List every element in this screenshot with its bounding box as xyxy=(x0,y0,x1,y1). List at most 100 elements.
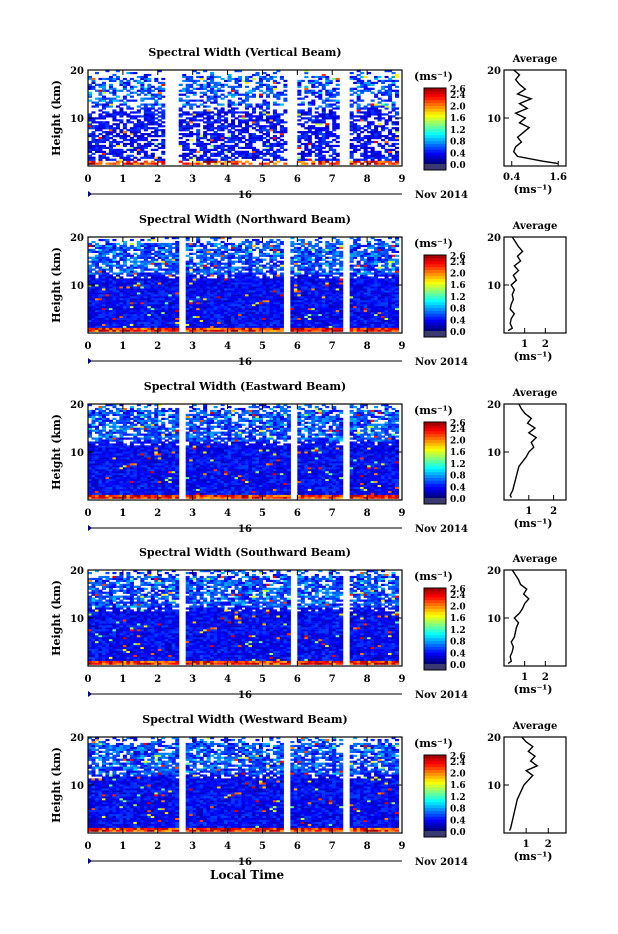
heatmap-cell xyxy=(193,149,197,151)
heatmap-cell xyxy=(259,302,263,304)
heatmap-cell xyxy=(374,302,378,304)
heatmap-cell xyxy=(262,137,266,139)
heatmap-cell xyxy=(262,84,266,86)
heatmap-cell xyxy=(248,115,252,117)
heatmap-cell xyxy=(385,290,389,292)
heatmap-cell xyxy=(332,90,336,92)
heatmap-cell xyxy=(290,269,294,271)
heatmap-cell xyxy=(231,78,235,80)
heatmap-cell xyxy=(329,312,333,314)
heatmap-cell xyxy=(112,328,116,330)
heatmap-cell xyxy=(378,113,382,115)
heatmap-cell xyxy=(231,278,235,280)
heatmap-cell xyxy=(140,90,144,92)
heatmap-cell xyxy=(259,304,263,306)
heatmap-cell xyxy=(214,284,218,286)
heatmap-cell xyxy=(360,318,364,320)
heatmap-cell xyxy=(231,270,235,272)
heatmap-cell xyxy=(381,155,385,157)
heatmap-cell xyxy=(119,269,123,271)
heatmap-cell xyxy=(137,105,141,107)
heatmap-cell xyxy=(273,330,277,332)
heatmap-cell xyxy=(301,278,305,280)
heatmap-cell xyxy=(297,90,301,92)
heatmap-cell xyxy=(332,153,336,155)
heatmap-cell xyxy=(221,298,225,300)
heatmap-cell xyxy=(109,113,113,115)
heatmap-cell xyxy=(91,280,95,282)
heatmap-cell xyxy=(339,269,343,271)
heatmap-cell xyxy=(214,82,218,84)
heatmap-cell xyxy=(262,127,266,129)
heatmap-cell xyxy=(259,269,263,271)
heatmap-cell xyxy=(350,117,354,119)
heatmap-cell xyxy=(102,127,106,129)
heatmap-cell xyxy=(203,117,207,119)
heatmap-cell xyxy=(388,306,392,308)
heatmap-cell xyxy=(329,318,333,320)
heatmap-cell xyxy=(95,263,99,265)
heatmap-cell xyxy=(137,267,141,269)
heatmap-cell xyxy=(144,133,148,135)
heatmap-cell xyxy=(133,288,137,290)
heatmap-cell xyxy=(318,113,322,115)
heatmap-cell xyxy=(102,125,106,127)
heatmap-cell xyxy=(378,290,382,292)
heatmap-cell xyxy=(158,330,162,332)
heatmap-cell xyxy=(332,121,336,123)
heatmap-cell xyxy=(360,278,364,280)
heatmap-cell xyxy=(231,111,235,113)
heatmap-cell xyxy=(392,318,396,320)
heatmap-cell xyxy=(116,296,120,298)
heatmap-cell xyxy=(186,284,190,286)
heatmap-cell xyxy=(231,267,235,269)
heatmap-cell xyxy=(269,326,273,328)
heatmap-cell xyxy=(123,143,127,145)
heatmap-cell xyxy=(102,259,106,261)
heatmap-cell xyxy=(189,76,193,78)
heatmap-cell xyxy=(245,316,249,318)
heatmap-cell xyxy=(360,107,364,109)
heatmap-cell xyxy=(367,304,371,306)
heatmap-cell xyxy=(367,121,371,123)
heatmap-cell xyxy=(238,274,242,276)
heatmap-cell xyxy=(336,304,340,306)
heatmap-cell xyxy=(98,326,102,328)
heatmap-cell xyxy=(374,272,378,274)
heatmap-cell xyxy=(381,290,385,292)
heatmap-cell xyxy=(154,280,158,282)
heatmap-cell xyxy=(154,326,158,328)
heatmap-cell xyxy=(105,265,109,267)
heatmap-cell xyxy=(329,300,333,302)
heatmap-cell xyxy=(315,316,319,318)
heatmap-cell xyxy=(360,310,364,312)
heatmap-cell xyxy=(255,137,259,139)
heatmap-cell xyxy=(332,314,336,316)
heatmap-cell xyxy=(315,155,319,157)
heatmap-cell xyxy=(158,320,162,322)
heatmap-cell xyxy=(224,296,228,298)
heatmap-cell xyxy=(325,292,329,294)
heatmap-cell xyxy=(364,294,368,296)
heatmap-cell xyxy=(357,316,361,318)
heatmap-cell xyxy=(116,119,120,121)
heatmap-cell xyxy=(140,272,144,274)
heatmap-cell xyxy=(311,100,315,102)
heatmap-cell xyxy=(224,316,228,318)
heatmap-cell xyxy=(371,82,375,84)
heatmap-cell xyxy=(388,119,392,121)
heatmap-cell xyxy=(203,310,207,312)
heatmap-cell xyxy=(350,284,354,286)
heatmap-cell xyxy=(252,320,256,322)
heatmap-cell xyxy=(221,135,225,137)
heatmap-cell xyxy=(388,129,392,131)
heatmap-cell xyxy=(144,105,148,107)
heatmap-cell xyxy=(165,261,169,263)
heatmap-cell xyxy=(179,100,183,102)
heatmap-cell xyxy=(109,80,113,82)
heatmap-cell xyxy=(228,157,232,159)
heatmap-cell xyxy=(266,290,270,292)
heatmap-cell xyxy=(210,322,214,324)
heatmap-cell xyxy=(367,137,371,139)
heatmap-cell xyxy=(151,316,155,318)
